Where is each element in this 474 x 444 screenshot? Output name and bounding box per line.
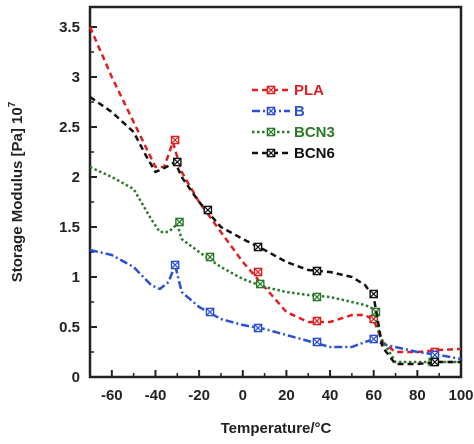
y-tick-label: 0 xyxy=(72,369,80,386)
series-marker-b xyxy=(369,334,379,344)
x-axis-title: Temperature/°C xyxy=(221,420,332,437)
series-marker-pla xyxy=(170,135,180,145)
y-axis-ticks: 0 0.5 1 1.5 2 2.5 3 3.5 xyxy=(59,19,97,386)
y-tick-label: 3.5 xyxy=(59,19,80,36)
series-marker-bcn3 xyxy=(205,252,215,262)
series-marker-bcn6 xyxy=(430,357,440,367)
y-tick-label: 2 xyxy=(72,169,80,186)
legend-label-bcn3: BCN3 xyxy=(294,124,335,141)
legend-marker-bcn6 xyxy=(266,148,276,158)
x-axis-ticks: -60 -40 -20 0 20 40 60 80 100 xyxy=(89,370,474,404)
series-marker-b xyxy=(253,323,263,333)
x-tick-label: 40 xyxy=(322,387,339,404)
y-tick-label: 0.5 xyxy=(59,319,80,336)
series-line-pla xyxy=(88,26,462,354)
legend-marker-b xyxy=(266,106,276,116)
series-marker-bcn6 xyxy=(172,157,182,167)
legend-marker-pla xyxy=(266,85,276,95)
plot-frame xyxy=(88,5,463,379)
x-tick-label: 100 xyxy=(448,387,473,404)
series-marker-bcn3 xyxy=(312,292,322,302)
y-tick-label: 2.5 xyxy=(59,119,80,136)
series-marker-bcn3 xyxy=(255,279,265,289)
y-axis-title-exponent: 7 xyxy=(7,101,18,107)
series-marker-bcn6 xyxy=(369,289,379,299)
x-tick-label: -40 xyxy=(145,387,167,404)
series-marker-pla xyxy=(312,316,322,326)
legend-marker-bcn3 xyxy=(266,127,276,137)
y-tick-label: 1 xyxy=(72,269,80,286)
legend: PLA B BCN3 BCN6 xyxy=(252,82,335,162)
series-marker-bcn6 xyxy=(203,205,213,215)
legend-label-pla: PLA xyxy=(294,82,324,99)
series-marker-bcn3 xyxy=(175,217,184,227)
legend-label-bcn6: BCN6 xyxy=(294,145,335,162)
series-marker-b xyxy=(430,350,440,360)
x-tick-label: 0 xyxy=(239,387,247,404)
series-line-b xyxy=(89,248,462,361)
series-marker-bcn6 xyxy=(312,266,322,276)
x-tick-label: 80 xyxy=(409,387,426,404)
series-layer xyxy=(88,26,462,367)
x-tick-label: 20 xyxy=(278,387,295,404)
series-marker-b xyxy=(312,337,322,347)
y-tick-label: 3 xyxy=(72,69,80,86)
x-tick-label: 60 xyxy=(365,387,382,404)
series-marker-bcn6 xyxy=(253,242,263,252)
y-tick-label: 1.5 xyxy=(59,219,80,236)
x-tick-label: -20 xyxy=(188,387,210,404)
series-marker-b xyxy=(205,307,215,317)
series-marker-b xyxy=(170,260,180,270)
series-line-bcn6 xyxy=(89,95,461,366)
series-line-bcn3 xyxy=(89,165,461,364)
series-marker-pla xyxy=(253,267,263,277)
legend-label-b: B xyxy=(294,103,305,120)
x-tick-label: -60 xyxy=(101,387,123,404)
y-axis-title: Storage Modulus [Pa] 107 xyxy=(7,101,26,282)
y-axis-title-main: Storage Modulus [Pa] 10 xyxy=(9,107,26,282)
